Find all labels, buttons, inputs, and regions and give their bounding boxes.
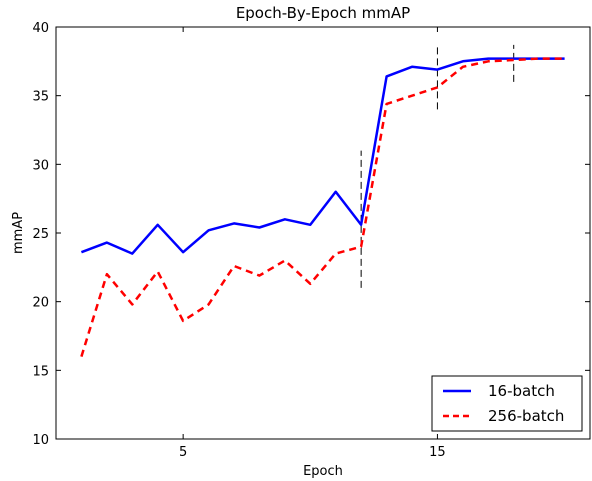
legend-label-16-batch: 16-batch — [488, 382, 555, 400]
series-line-16-batch — [80, 57, 565, 255]
y-tick-label: 10 — [32, 433, 49, 448]
y-tick-label: 40 — [32, 21, 49, 36]
series-lines — [80, 57, 565, 357]
y-tick-label: 30 — [32, 158, 49, 173]
x-axis-label: Epoch — [303, 464, 343, 479]
phase-markers — [360, 43, 515, 288]
legend-label-256-batch: 256-batch — [488, 407, 564, 425]
y-tick-label: 15 — [32, 364, 49, 379]
legend: 16-batch 256-batch — [431, 375, 583, 432]
x-tick-label: 5 — [179, 445, 187, 460]
chart-title: Epoch-By-Epoch mmAP — [236, 4, 410, 22]
y-axis-label: mmAP — [11, 212, 26, 254]
y-axis-ticks: 10 15 20 25 30 35 40 — [32, 21, 590, 448]
x-tick-label: 15 — [429, 445, 446, 460]
y-tick-label: 25 — [32, 227, 49, 242]
series-line-256-batch — [80, 57, 565, 357]
y-tick-label: 20 — [32, 296, 49, 311]
y-tick-label: 35 — [32, 90, 49, 105]
x-axis-ticks: 5 15 — [179, 27, 446, 460]
legend-box — [431, 375, 583, 432]
